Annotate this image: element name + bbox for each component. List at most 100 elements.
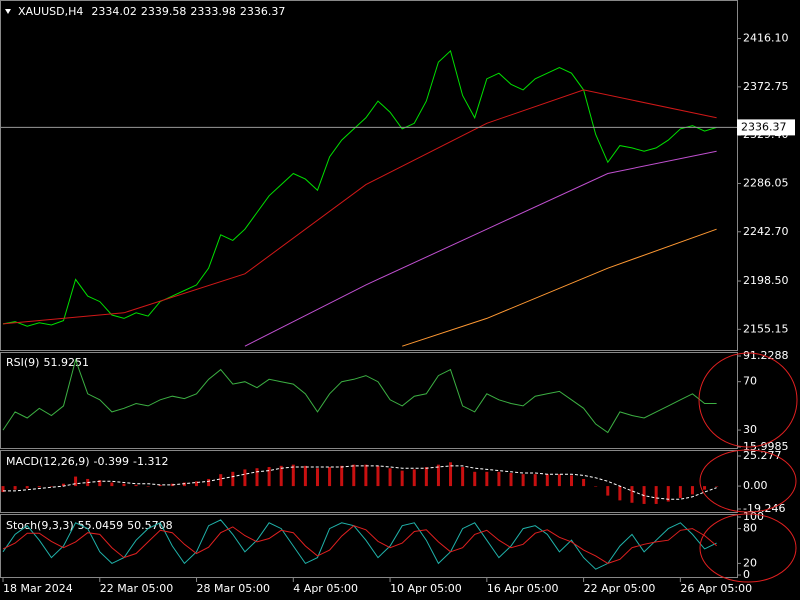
y-tick-label: 91.2288 — [743, 349, 789, 362]
x-tick-label: 22 Apr 05:00 — [584, 582, 656, 595]
y-tick-label: 80 — [743, 522, 757, 535]
histogram-bar — [521, 474, 525, 487]
histogram-bar — [569, 475, 573, 487]
histogram-bar — [424, 467, 428, 487]
histogram-bar — [666, 486, 670, 502]
histogram-bar — [509, 472, 513, 487]
series-line — [2, 358, 717, 434]
annotation-circle — [699, 513, 797, 583]
histogram-bar — [630, 486, 634, 503]
indicator-title: MACD(12,26,9) -0.399 -1.312 — [6, 455, 168, 468]
y-tick-label: 30 — [743, 423, 757, 436]
histogram-bar — [231, 471, 235, 487]
x-tick-label: 4 Apr 05:00 — [293, 582, 358, 595]
histogram-bar — [642, 486, 646, 504]
histogram-bar — [449, 462, 453, 487]
histogram-bar — [158, 484, 162, 487]
histogram-bar — [219, 474, 223, 487]
histogram-bar — [388, 468, 392, 487]
indicator-title: XAUUSD,H4 2334.02 2339.58 2333.98 2336.37 — [18, 5, 285, 18]
x-tick-label: 18 Mar 2024 — [3, 582, 73, 595]
title-text: RSI(9) — [6, 356, 39, 369]
histogram-bar — [340, 465, 344, 487]
readout-value: -1.312 — [133, 455, 168, 468]
histogram-bar — [715, 486, 719, 487]
stoch-frame — [0, 514, 738, 578]
histogram-bar — [37, 486, 41, 488]
y-tick-label: 0 — [743, 568, 750, 581]
histogram-bar — [594, 486, 598, 487]
histogram-bar — [98, 480, 102, 487]
macd-frame — [0, 450, 738, 513]
x-tick-label: 22 Mar 05:00 — [100, 582, 173, 595]
histogram-bar — [703, 486, 707, 490]
y-tick-label: 0.00 — [743, 479, 768, 492]
series-line — [2, 89, 717, 325]
x-tick-label: 10 Apr 05:00 — [390, 582, 462, 595]
histogram-bar — [678, 486, 682, 498]
histogram-bar — [291, 464, 295, 487]
y-tick-label: 70 — [743, 375, 757, 388]
histogram-bar — [497, 471, 501, 487]
x-tick-label: 16 Apr 05:00 — [487, 582, 559, 595]
y-tick-label: 2372.75 — [743, 80, 789, 93]
readout-value: -0.399 — [94, 455, 129, 468]
histogram-bar — [533, 474, 537, 487]
histogram-bar — [315, 468, 319, 487]
histogram-bar — [134, 484, 138, 487]
annotation-circle — [698, 352, 798, 448]
symbol-menu-arrow[interactable] — [5, 9, 11, 14]
y-tick-label: 2242.70 — [743, 225, 789, 238]
histogram-bar — [690, 486, 694, 495]
histogram-bar — [195, 481, 199, 487]
y-tick-label: 25.277 — [743, 449, 782, 462]
y-tick-label: 100 — [743, 510, 764, 523]
histogram-bar — [279, 465, 283, 487]
histogram-bar — [654, 486, 658, 504]
series-line — [2, 49, 717, 327]
histogram-bar — [182, 482, 186, 487]
title-text: Stoch(9,3,3) — [6, 519, 74, 532]
histogram-bar — [303, 465, 307, 487]
histogram-bar — [207, 478, 211, 487]
current-price-label: 2336.37 — [741, 120, 787, 133]
histogram-bar — [436, 464, 440, 487]
histogram-bar — [49, 486, 53, 487]
y-tick-label: 20 — [743, 556, 757, 569]
histogram-bar — [352, 464, 356, 487]
histogram-bar — [606, 486, 610, 496]
histogram-bar — [545, 474, 549, 487]
histogram-bar — [473, 471, 477, 487]
histogram-bar — [267, 467, 271, 487]
series-line — [2, 525, 717, 564]
annotations — [698, 352, 798, 583]
histogram-bar — [582, 478, 586, 487]
ohlc-value: 2339.58 — [141, 5, 187, 18]
histogram-bar — [13, 486, 17, 490]
title-text: MACD(12,26,9) — [6, 455, 90, 468]
histogram-bar — [485, 471, 489, 487]
histogram-bar — [74, 476, 78, 487]
y-tick-label: 2416.10 — [743, 32, 789, 45]
y-tick-label: 2155.15 — [743, 322, 789, 335]
y-tick-label: 2198.50 — [743, 274, 789, 287]
readout-value: 51.9251 — [43, 356, 89, 369]
histogram-bar — [1, 486, 5, 493]
rsi-frame — [0, 352, 738, 449]
histogram-bar — [243, 469, 247, 487]
histogram-bar — [61, 483, 65, 487]
histogram-bar — [364, 464, 368, 487]
histogram-bar — [400, 470, 404, 487]
x-tick-label: 26 Apr 05:00 — [680, 582, 752, 595]
series-line — [402, 228, 717, 347]
histogram-bar — [110, 482, 114, 487]
title-text: XAUUSD,H4 — [18, 5, 83, 18]
series-line — [2, 519, 717, 570]
ohlc-value: 2336.37 — [240, 5, 286, 18]
histogram-bar — [255, 468, 259, 487]
series-line — [244, 150, 717, 347]
ohlc-value: 2334.02 — [91, 5, 137, 18]
